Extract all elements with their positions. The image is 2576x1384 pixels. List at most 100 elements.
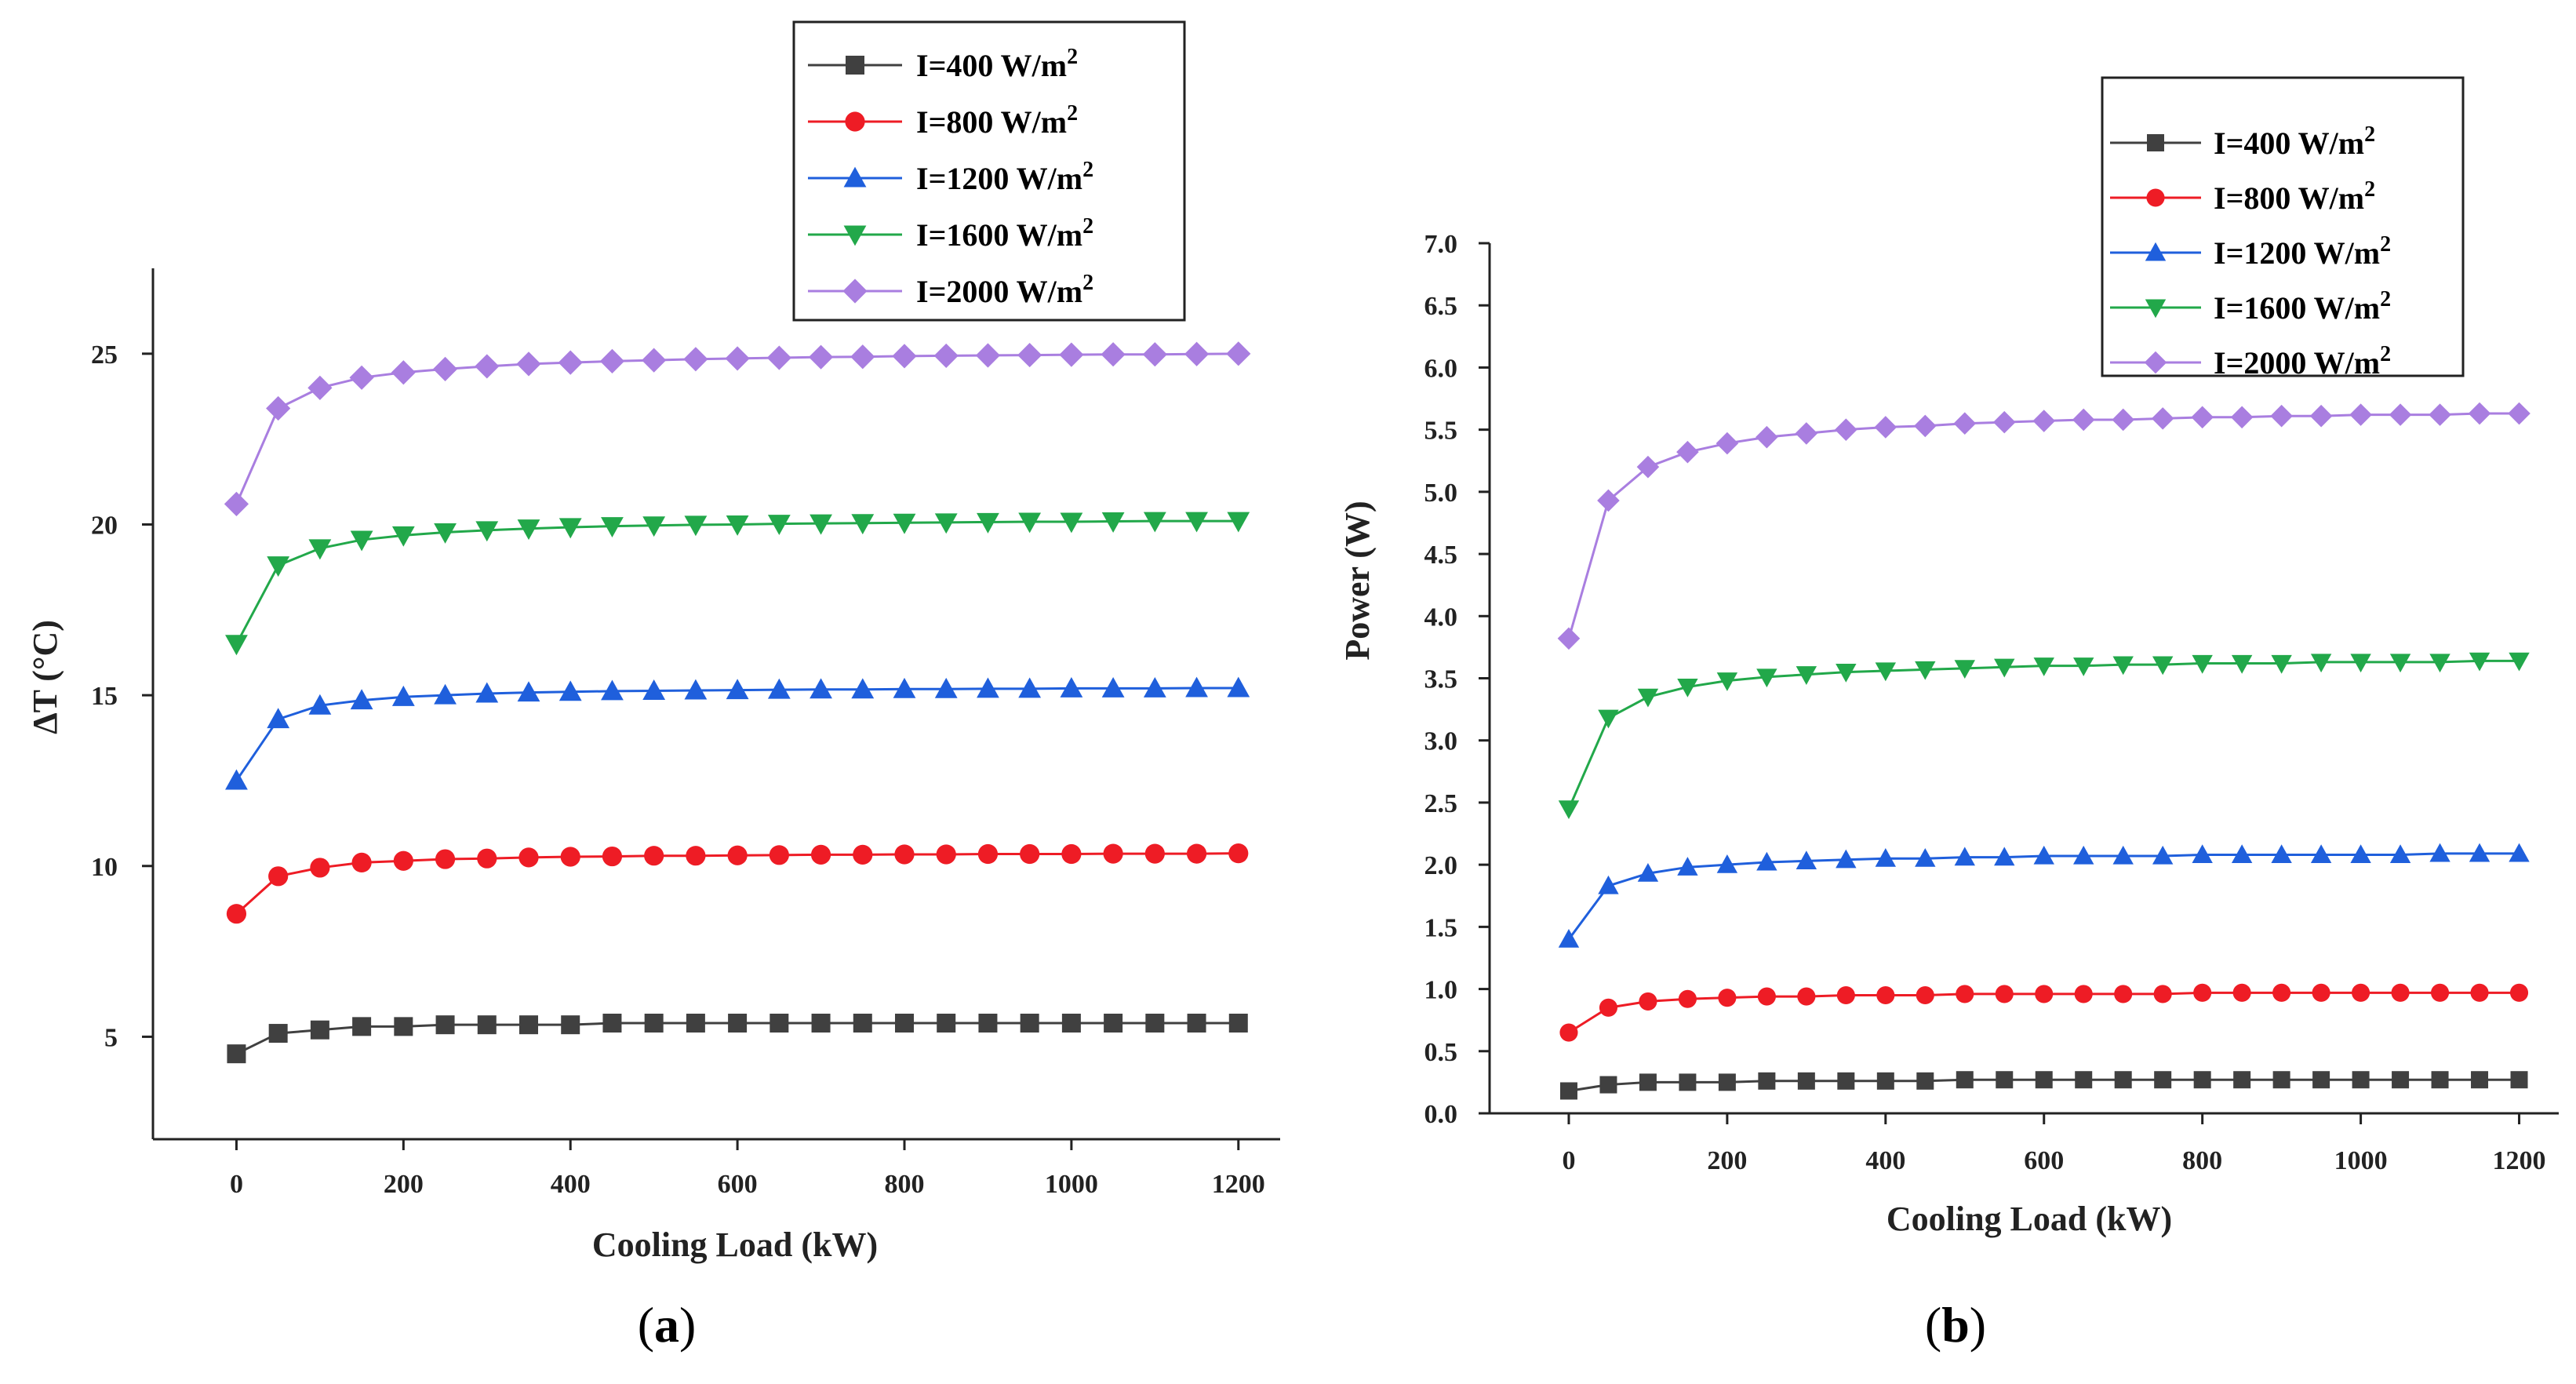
data-point [1598,875,1619,894]
data-point [642,348,667,373]
data-point [1639,1073,1657,1091]
data-point [1954,847,1975,866]
data-point [1995,985,2014,1003]
x-tick-label: 800 [885,1170,925,1199]
data-point [2114,1071,2132,1089]
panel-a-caption: (a) [638,1297,697,1353]
series-4 [225,512,1250,656]
data-point [2431,983,2450,1002]
data-point [307,375,333,400]
data-point [2271,654,2292,674]
data-point [308,694,332,715]
data-point [1637,688,1659,708]
data-point [2230,406,2254,429]
data-point [558,350,583,375]
data-point [2392,1071,2410,1089]
legend-label: I=1200 W/m2 [2214,232,2391,271]
data-point [517,681,540,702]
data-point [1797,1072,1815,1090]
data-point [1228,1014,1248,1033]
data-point [2035,985,2054,1003]
data-point [1018,677,1042,698]
data-point [936,844,956,865]
data-point [810,844,831,865]
y-tick-label: 4.5 [1424,541,1458,570]
data-point [2272,983,2291,1002]
data-point [599,348,625,373]
data-point [1758,1072,1776,1090]
data-point [558,680,582,701]
data-point [937,1014,956,1033]
legend-entry: I=400 W/m2 [2110,122,2375,161]
series-1 [1559,1071,2528,1100]
data-point [1060,677,1083,697]
data-point [561,1015,580,1035]
data-point [1061,843,1082,865]
legend-label: I=2000 W/m2 [916,271,1093,309]
data-point [2114,985,2133,1003]
y-tick-label: 5.0 [1424,479,1458,508]
data-point [644,1014,664,1033]
data-point [2468,402,2491,425]
data-point [895,1014,914,1033]
legend-label-superscript: 2 [2364,177,2375,202]
data-point [769,845,789,865]
data-point [2510,1071,2528,1089]
data-point [1956,985,1974,1003]
data-point [518,847,539,868]
legend-marker [845,111,865,132]
y-tick-label: 3.0 [1424,727,1458,756]
data-point [1876,985,1895,1005]
legend: I=400 W/m2 I=800 W/m2 I=1200 W/m2 I=1600 W/… [792,20,1186,322]
data-point [1835,418,1857,441]
data-point [1836,985,1855,1005]
series-line [235,687,1239,781]
data-point [811,1014,831,1033]
series-2 [226,843,1249,924]
y-tick-label: 1.5 [1424,913,1458,942]
data-point [2431,1071,2449,1089]
data-point [2154,1071,2172,1089]
data-point [1101,342,1126,367]
data-point [1144,843,1165,864]
legend-label: I=800 W/m2 [916,101,1078,140]
data-point [435,849,456,869]
data-point [1757,987,1776,1006]
data-point [2309,404,2333,428]
data-point [1875,848,1897,867]
data-point [1599,1076,1617,1094]
data-point [351,852,372,873]
series-line [235,519,1239,645]
data-point [2112,656,2134,676]
data-point [2112,845,2134,865]
data-point [1227,512,1250,533]
data-point [978,1014,998,1033]
x-tick-label: 1200 [2493,1146,2546,1175]
data-point [808,344,834,370]
data-point [1996,1071,2014,1089]
data-point [1228,843,1249,864]
data-point [1061,1014,1081,1033]
series-3 [1558,843,2530,948]
data-point [934,677,958,698]
data-point [1559,1023,1578,1042]
y-tick-label: 4.0 [1424,603,1458,632]
data-point [1101,677,1125,697]
legend-label-superscript: 2 [1082,158,1093,182]
data-point [2270,404,2293,428]
data-point [1145,1014,1165,1033]
data-point [1677,679,1698,697]
data-point [2072,408,2095,432]
legend-label-superscript: 2 [1082,271,1093,295]
data-point [810,678,832,699]
data-point [2153,985,2172,1003]
data-point [394,1017,413,1036]
data-point [350,689,373,710]
legend-entry: I=400 W/m2 [808,45,1078,83]
data-point [1756,425,1778,449]
data-point [1836,849,1857,869]
data-point [1186,843,1207,864]
data-point [975,343,1001,368]
data-point [684,679,708,700]
data-point [1916,1072,1934,1090]
